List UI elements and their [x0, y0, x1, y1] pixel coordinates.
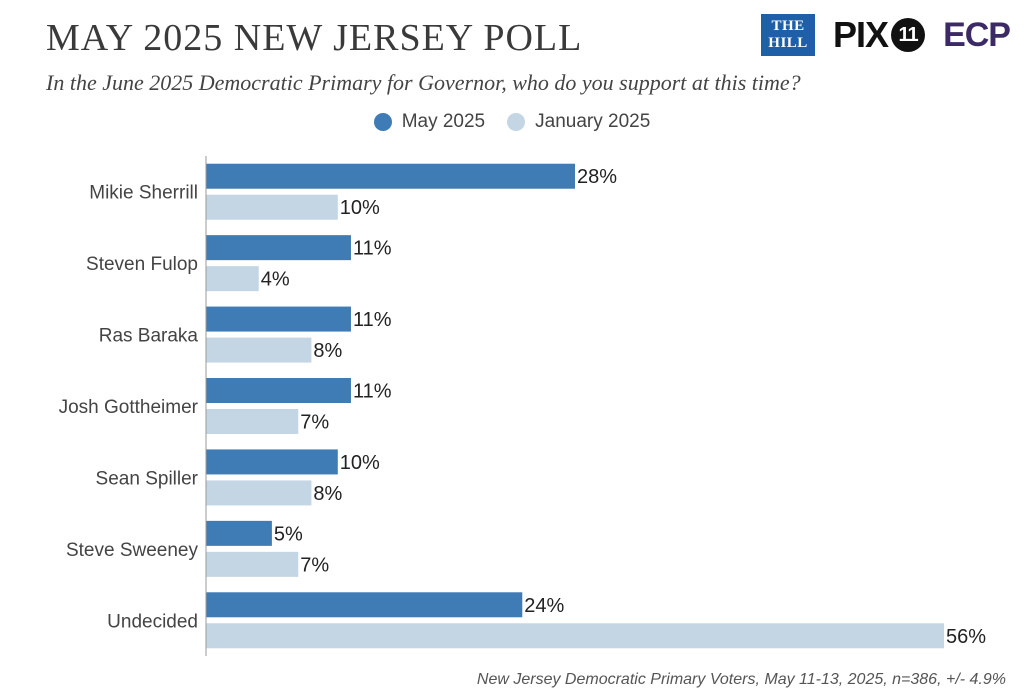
logo-strip: THE HILL PIX 11 ECP	[761, 14, 1011, 56]
bar-undecided-may	[206, 592, 523, 618]
data-label-mikie-sherrill-january: 10%	[340, 197, 380, 219]
pix-logo-text: PIX	[833, 14, 889, 55]
bar-undecided-january	[206, 623, 944, 649]
legend-swatch-may	[373, 113, 392, 131]
data-label-josh-gottheimer-january: 7%	[300, 412, 329, 434]
bar-mikie-sherrill-january	[206, 194, 338, 220]
bar-mikie-sherrill-may	[206, 163, 575, 189]
chart-subtitle: In the June 2025 Democratic Primary for …	[46, 70, 801, 95]
category-label-josh-gottheimer: Josh Gottheimer	[59, 397, 199, 418]
data-label-steve-sweeney-may: 5%	[274, 523, 303, 545]
chart-title: MAY 2025 NEW JERSEY POLL	[46, 17, 583, 59]
bar-steven-fulop-january	[206, 266, 259, 292]
data-label-ras-baraka-may: 11%	[353, 309, 392, 331]
category-label-undecided: Undecided	[107, 611, 198, 632]
category-label-sean-spiller: Sean Spiller	[96, 468, 199, 489]
data-label-sean-spiller-january: 8%	[313, 483, 342, 505]
pix11-logo: PIX 11	[833, 14, 926, 56]
pix-logo-number: 11	[891, 18, 926, 52]
bar-steven-fulop-may	[206, 235, 351, 261]
data-label-steven-fulop-may: 11%	[353, 238, 392, 260]
bar-ras-baraka-may	[206, 306, 351, 332]
bar-ras-baraka-january	[206, 337, 312, 363]
bar-josh-gottheimer-january	[206, 409, 299, 434]
ecp-logo: ECP	[943, 15, 1011, 54]
data-label-undecided-may: 24%	[524, 595, 564, 617]
category-label-ras-baraka: Ras Baraka	[99, 326, 199, 347]
legend-item-january: January 2025	[507, 111, 650, 133]
bar-steve-sweeney-may	[206, 520, 272, 546]
chart-footnote: New Jersey Democratic Primary Voters, Ma…	[476, 671, 1006, 688]
chart-legend: May 2025 January 2025	[0, 111, 1024, 133]
legend-label-january: January 2025	[535, 111, 651, 132]
bar-josh-gottheimer-may	[206, 378, 351, 403]
category-label-steven-fulop: Steven Fulop	[86, 254, 198, 275]
legend-label-may: May 2025	[401, 111, 486, 132]
hill-logo-line2: HILL	[768, 35, 808, 51]
data-label-ras-baraka-january: 8%	[313, 340, 342, 362]
category-label-mikie-sherrill: Mikie Sherrill	[89, 183, 198, 204]
legend-item-may: May 2025	[373, 111, 486, 133]
the-hill-logo: THE HILL	[761, 14, 816, 56]
bar-sean-spiller-january	[206, 480, 312, 506]
data-label-undecided-january: 56%	[946, 626, 986, 648]
bar-steve-sweeney-january	[206, 551, 299, 577]
legend-swatch-january	[507, 113, 526, 131]
bar-sean-spiller-may	[206, 449, 338, 475]
category-label-steve-sweeney: Steve Sweeney	[66, 540, 199, 561]
data-label-sean-spiller-may: 10%	[340, 452, 380, 474]
data-label-mikie-sherrill-may: 28%	[577, 166, 617, 188]
hill-logo-line1: THE	[771, 18, 805, 34]
data-label-steven-fulop-january: 4%	[261, 269, 290, 291]
data-label-josh-gottheimer-may: 11%	[353, 381, 392, 403]
data-label-steve-sweeney-january: 7%	[300, 554, 329, 576]
